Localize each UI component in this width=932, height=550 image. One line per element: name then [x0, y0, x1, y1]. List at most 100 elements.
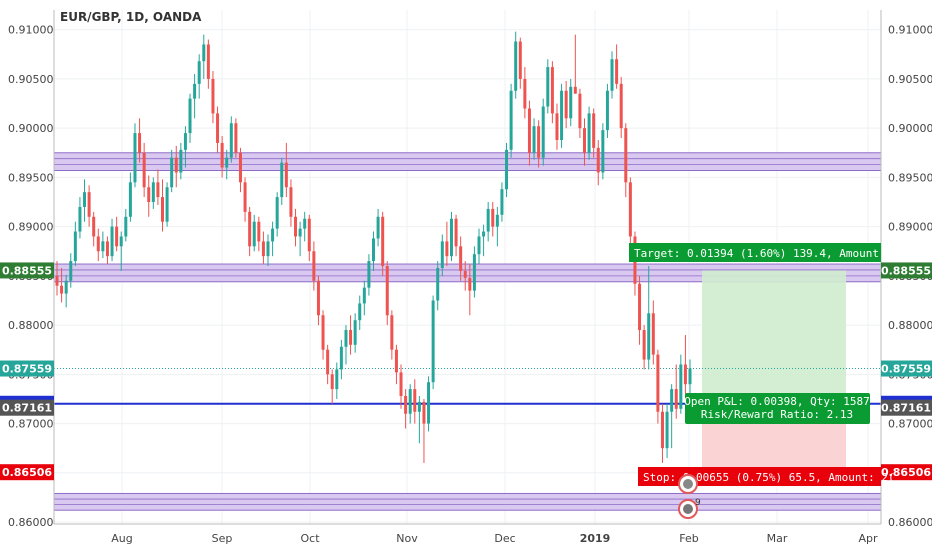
candle-body: [280, 162, 284, 198]
candle-body: [234, 123, 238, 153]
candle-body: [216, 113, 220, 143]
candle-body: [679, 364, 683, 409]
long-position-tool[interactable]: [702, 270, 846, 473]
candle-body: [105, 241, 109, 257]
candle-body: [142, 152, 146, 188]
x-axis-labels: Aug Sep Oct Nov Dec 2019 Feb Mar Apr: [111, 532, 878, 545]
profit-zone: [702, 270, 846, 404]
candle-body: [202, 44, 206, 62]
candle-body: [459, 246, 463, 271]
price-tag-right: [881, 262, 932, 279]
candle-body: [243, 182, 247, 212]
risk-reward-label: Risk/Reward Ratio: 2.13: [701, 408, 853, 421]
candle-body: [151, 182, 155, 203]
price-tag-right: [881, 464, 932, 481]
y-tick-label-right: 0.90000: [888, 122, 932, 135]
x-tick-label: Mar: [767, 532, 788, 545]
candle-body: [156, 182, 160, 198]
candle-body: [248, 211, 252, 247]
candle-body: [211, 78, 215, 114]
candle-body: [505, 149, 509, 190]
candle-body: [592, 113, 596, 148]
price-tag-left: [0, 262, 54, 279]
candle-body: [527, 108, 531, 153]
candle-body: [73, 231, 77, 262]
price-tag-right-text: 0.87161: [881, 402, 931, 415]
candle-body: [610, 59, 614, 91]
stop-label: Stop: 0.00655 (0.75%) 65.5, Amount: 2(: [643, 471, 895, 484]
candle-body: [344, 330, 348, 347]
candle-body: [372, 238, 375, 262]
candle-body: [252, 221, 256, 247]
y-tick-label-left: 0.87000: [8, 418, 54, 431]
candle-body: [454, 218, 458, 247]
candle-body: [541, 106, 545, 158]
candle-body: [330, 374, 334, 390]
candle-body: [417, 401, 421, 412]
candle-body: [660, 411, 664, 449]
candle-body: [605, 90, 609, 131]
candle-body: [509, 90, 513, 150]
y-tick-label-right: 0.89000: [888, 221, 932, 234]
candle-body: [647, 313, 651, 360]
candle-body: [303, 218, 307, 229]
candle-body: [188, 98, 192, 134]
candle-body: [55, 275, 59, 286]
x-tick-label: Dec: [494, 532, 515, 545]
candle-body: [161, 197, 164, 222]
candle-body: [404, 395, 408, 414]
candle-body: [381, 216, 385, 267]
candle-body: [64, 280, 68, 294]
candle-body: [486, 208, 490, 232]
y-tick-label-left: 0.90000: [8, 122, 54, 135]
candle-body: [197, 61, 201, 84]
candle-body: [266, 241, 270, 257]
candle-body: [413, 389, 417, 412]
candle-body: [69, 261, 73, 281]
candle-body: [294, 216, 298, 237]
event-marker-icon[interactable]: [678, 474, 698, 494]
candle-body: [518, 41, 522, 79]
candle-body: [587, 113, 591, 153]
price-tag-left-text: 0.87559: [2, 363, 52, 376]
price-tag-left-text: 0.88555: [2, 264, 52, 277]
candle-body: [468, 277, 472, 291]
y-tick-label-right: 0.88000: [888, 319, 932, 332]
candle-body: [289, 187, 293, 217]
candle-body: [78, 206, 82, 232]
candle-body: [335, 369, 339, 390]
candle-body: [514, 41, 518, 91]
x-tick-label: Oct: [300, 532, 320, 545]
candle-body: [92, 216, 96, 237]
y-tick-label-left: 0.89500: [8, 171, 54, 184]
candle-body: [583, 128, 586, 153]
y-tick-label-left: 0.91000: [8, 24, 54, 37]
y-tick-label-left: 0.86000: [8, 516, 54, 529]
candle-body: [358, 303, 362, 321]
candle-body: [312, 251, 316, 281]
price-tag-left: [0, 464, 54, 481]
candle-body: [638, 283, 642, 331]
dividend-marker-icon[interactable]: [678, 499, 698, 519]
candle-body: [564, 90, 568, 119]
candle-body: [431, 300, 435, 383]
y-tick-label-right: 0.87000: [888, 418, 932, 431]
y-tick-label-right: 0.89500: [888, 171, 932, 184]
candle-body: [119, 236, 123, 247]
target-label: Target: 0.01394 (1.60%) 139.4, Amount: 2: [634, 247, 899, 260]
candle-body: [665, 411, 669, 449]
candle-body: [307, 218, 311, 252]
candle-body: [624, 128, 628, 183]
candle-body: [220, 142, 224, 168]
candle-body: [560, 90, 564, 140]
candle-body: [449, 218, 453, 257]
candle-body: [353, 320, 357, 345]
price-tag-left: [0, 399, 54, 416]
candle-body: [422, 401, 426, 424]
price-tag-left-text: 0.86506: [2, 466, 52, 479]
candle-body: [87, 192, 91, 217]
candle-body: [229, 123, 233, 158]
x-tick-label: 2019: [580, 532, 611, 545]
candle-body: [537, 126, 541, 158]
